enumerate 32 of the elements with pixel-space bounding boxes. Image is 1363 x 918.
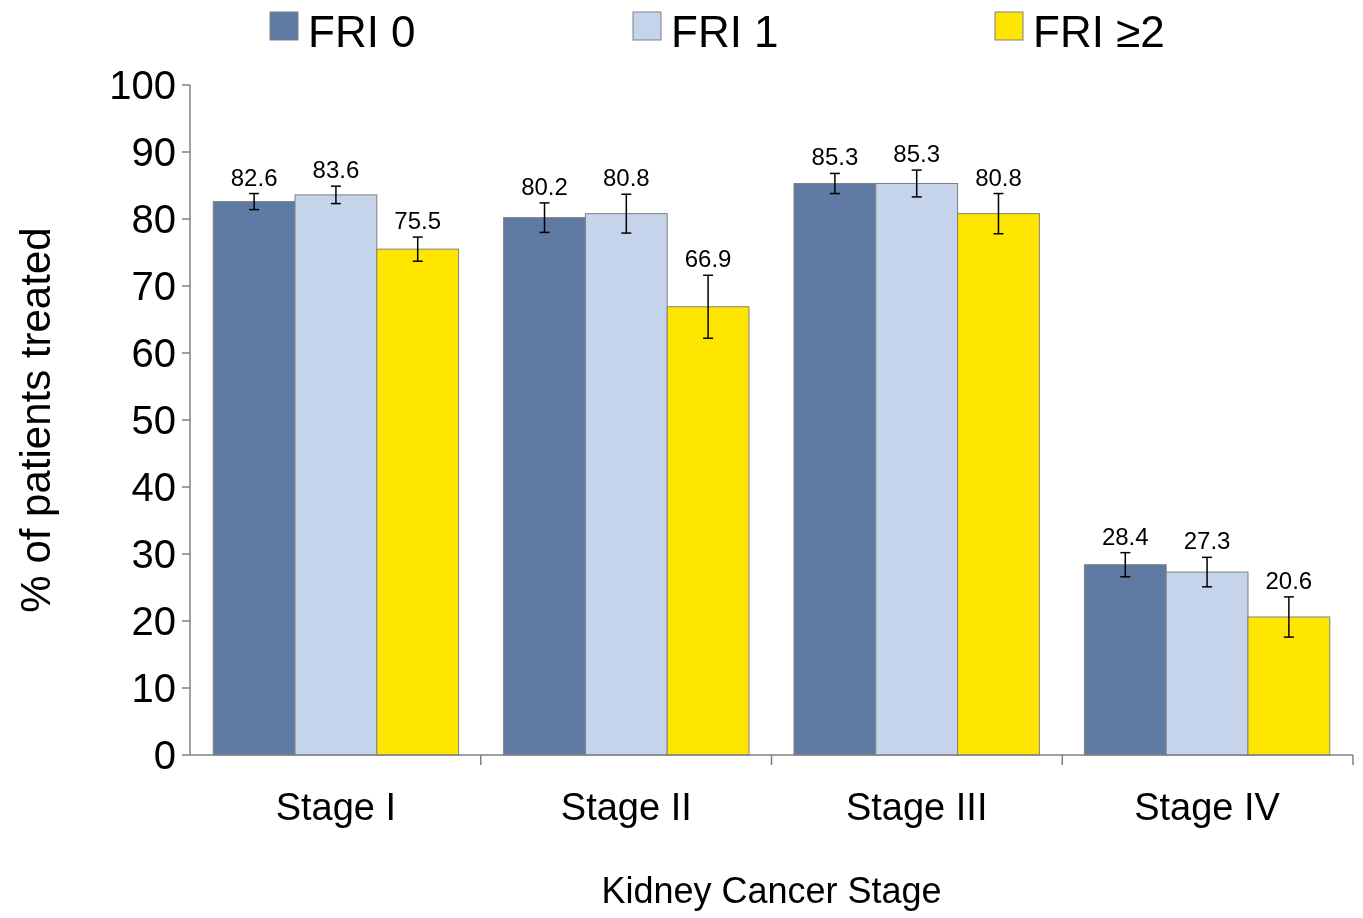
- data-label: 80.8: [602, 164, 650, 192]
- x-tick-label: Stage IV: [1134, 786, 1281, 828]
- data-label: 75.5: [394, 207, 442, 235]
- data-label: 20.6: [1265, 566, 1313, 594]
- y-tick-label: 30: [131, 532, 176, 576]
- y-tick-label: 60: [131, 331, 176, 375]
- y-tick-label: 0: [153, 733, 176, 777]
- legend-label: FRI ≥2: [1033, 7, 1165, 56]
- x-tick-label: Stage I: [275, 786, 397, 828]
- y-tick-label: 10: [131, 666, 176, 710]
- y-axis-title: % of patients treated: [12, 227, 59, 613]
- y-tick-label: 80: [131, 197, 176, 241]
- legend-label: FRI 1: [671, 7, 779, 56]
- y-tick-label: 90: [131, 130, 176, 174]
- data-label: 66.9: [684, 245, 732, 273]
- data-label: 27.3: [1183, 527, 1231, 555]
- data-label: 85.3: [811, 143, 859, 171]
- y-tick-label: 50: [131, 398, 176, 442]
- x-tick-label: Stage III: [845, 786, 988, 828]
- x-tick-label: Stage II: [560, 786, 692, 828]
- data-label: 85.3: [893, 140, 941, 168]
- y-tick-label: 20: [131, 599, 176, 643]
- x-axis-title: Kidney Cancer Stage: [601, 870, 942, 911]
- data-label: 82.6: [230, 163, 278, 191]
- data-label: 28.4: [1101, 522, 1149, 550]
- data-label: 80.2: [521, 172, 568, 200]
- y-tick-label: 40: [131, 465, 176, 509]
- y-tick-label: 70: [131, 264, 176, 308]
- data-label: 83.6: [312, 156, 360, 184]
- legend-label: FRI 0: [308, 7, 416, 56]
- y-tick-label: 100: [109, 63, 176, 107]
- data-label: 80.8: [975, 163, 1022, 191]
